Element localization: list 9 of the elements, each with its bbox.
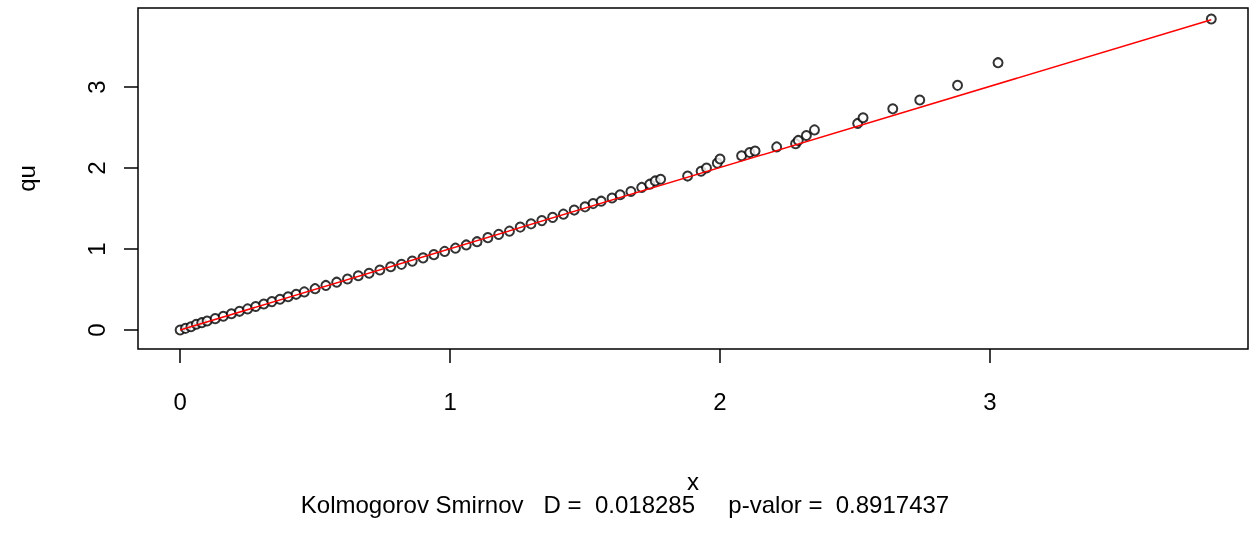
y-tick-label: 1: [82, 242, 110, 256]
y-axis-title: qu: [12, 165, 40, 192]
x-tick-label: 0: [173, 387, 187, 415]
y-tick-label: 0: [82, 323, 110, 337]
x-tick-label: 1: [443, 387, 457, 415]
y-tick-label: 2: [82, 161, 110, 175]
x-tick-label: 2: [713, 387, 727, 415]
y-tick-label: 3: [82, 80, 110, 94]
x-tick-label: 3: [983, 387, 997, 415]
